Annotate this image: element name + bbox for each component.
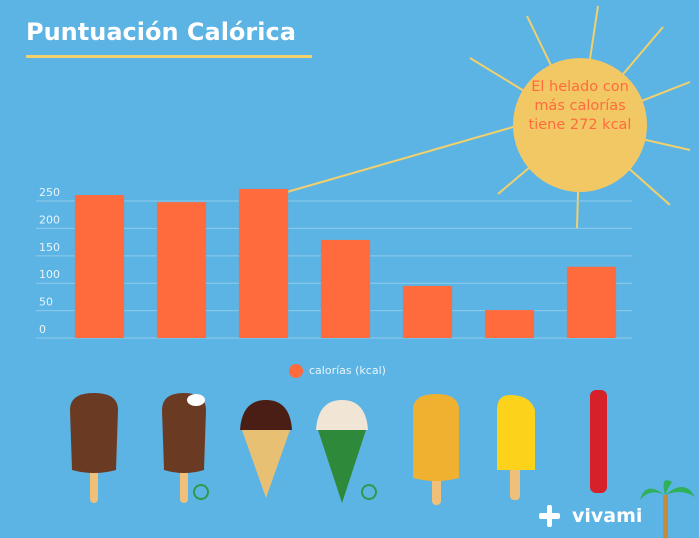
ice-creams [70, 390, 607, 505]
bar [74, 195, 125, 338]
title-underline [26, 55, 312, 58]
bar [320, 239, 371, 338]
palm [640, 480, 695, 538]
y-tick-label: 200 [39, 213, 60, 226]
bar [238, 188, 289, 338]
legend-label: calorías (kcal) [309, 364, 386, 377]
bar [484, 310, 535, 338]
bar [566, 266, 617, 338]
legend-swatch [289, 364, 303, 378]
title: Puntuación Calórica [26, 18, 296, 46]
y-tick-label: 250 [39, 186, 60, 199]
bar [156, 202, 207, 338]
y-tick-label: 100 [39, 268, 60, 281]
logo-icon [539, 505, 560, 527]
y-tick-label: 50 [39, 296, 53, 309]
annotation: El helado con más calorías tiene 272 kca… [528, 79, 632, 133]
bar [402, 285, 453, 338]
y-tick-label: 0 [39, 323, 46, 336]
y-tick-label: 150 [39, 241, 60, 254]
sun [286, 5, 691, 229]
logo: vivami [572, 505, 643, 527]
